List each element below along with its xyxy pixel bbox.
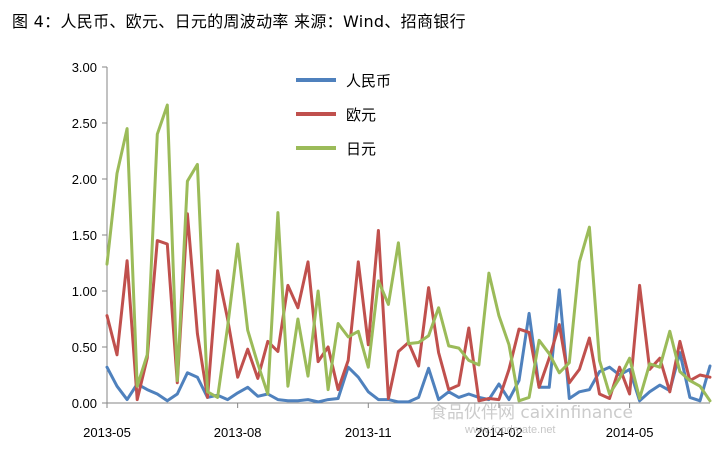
y-tick-label: 0.50 bbox=[72, 340, 97, 355]
y-tick-label: 0.00 bbox=[72, 396, 97, 411]
y-tick-label: 2.00 bbox=[72, 172, 97, 187]
y-tick-label: 1.00 bbox=[72, 284, 97, 299]
series-line-1 bbox=[105, 212, 712, 403]
y-tick-label: 1.50 bbox=[72, 228, 97, 243]
x-tick-labels: 2013-05 2013-08 2013-11 2014-02 2014-05 bbox=[83, 425, 653, 440]
y-tick-labels: 3.00 2.50 2.00 1.50 1.00 0.50 0.00 bbox=[72, 60, 97, 411]
series-line-2 bbox=[105, 103, 712, 403]
y-tick-label: 3.00 bbox=[72, 60, 97, 75]
series-lines bbox=[105, 103, 712, 404]
figure-title: 图 4：人民币、欧元、日元的周波动率 来源：Wind、招商银行 bbox=[12, 12, 466, 31]
watermark-subtext: www.foodmate.net bbox=[465, 424, 556, 436]
legend-label-2: 日元 bbox=[346, 140, 376, 158]
x-tick-label: 2013-05 bbox=[83, 425, 131, 440]
y-tick-label: 2.50 bbox=[72, 116, 97, 131]
legend-label-0: 人民币 bbox=[346, 72, 391, 90]
x-tick-label: 2014-02 bbox=[475, 425, 523, 440]
x-tick-label: 2013-08 bbox=[214, 425, 262, 440]
x-tick-label: 2014-05 bbox=[606, 425, 654, 440]
x-tick-label: 2013-11 bbox=[345, 425, 392, 440]
chart-axes bbox=[102, 66, 710, 408]
legend-label-1: 欧元 bbox=[346, 106, 376, 124]
watermark-text: 食品伙伴网 caixinfinance bbox=[430, 403, 633, 423]
